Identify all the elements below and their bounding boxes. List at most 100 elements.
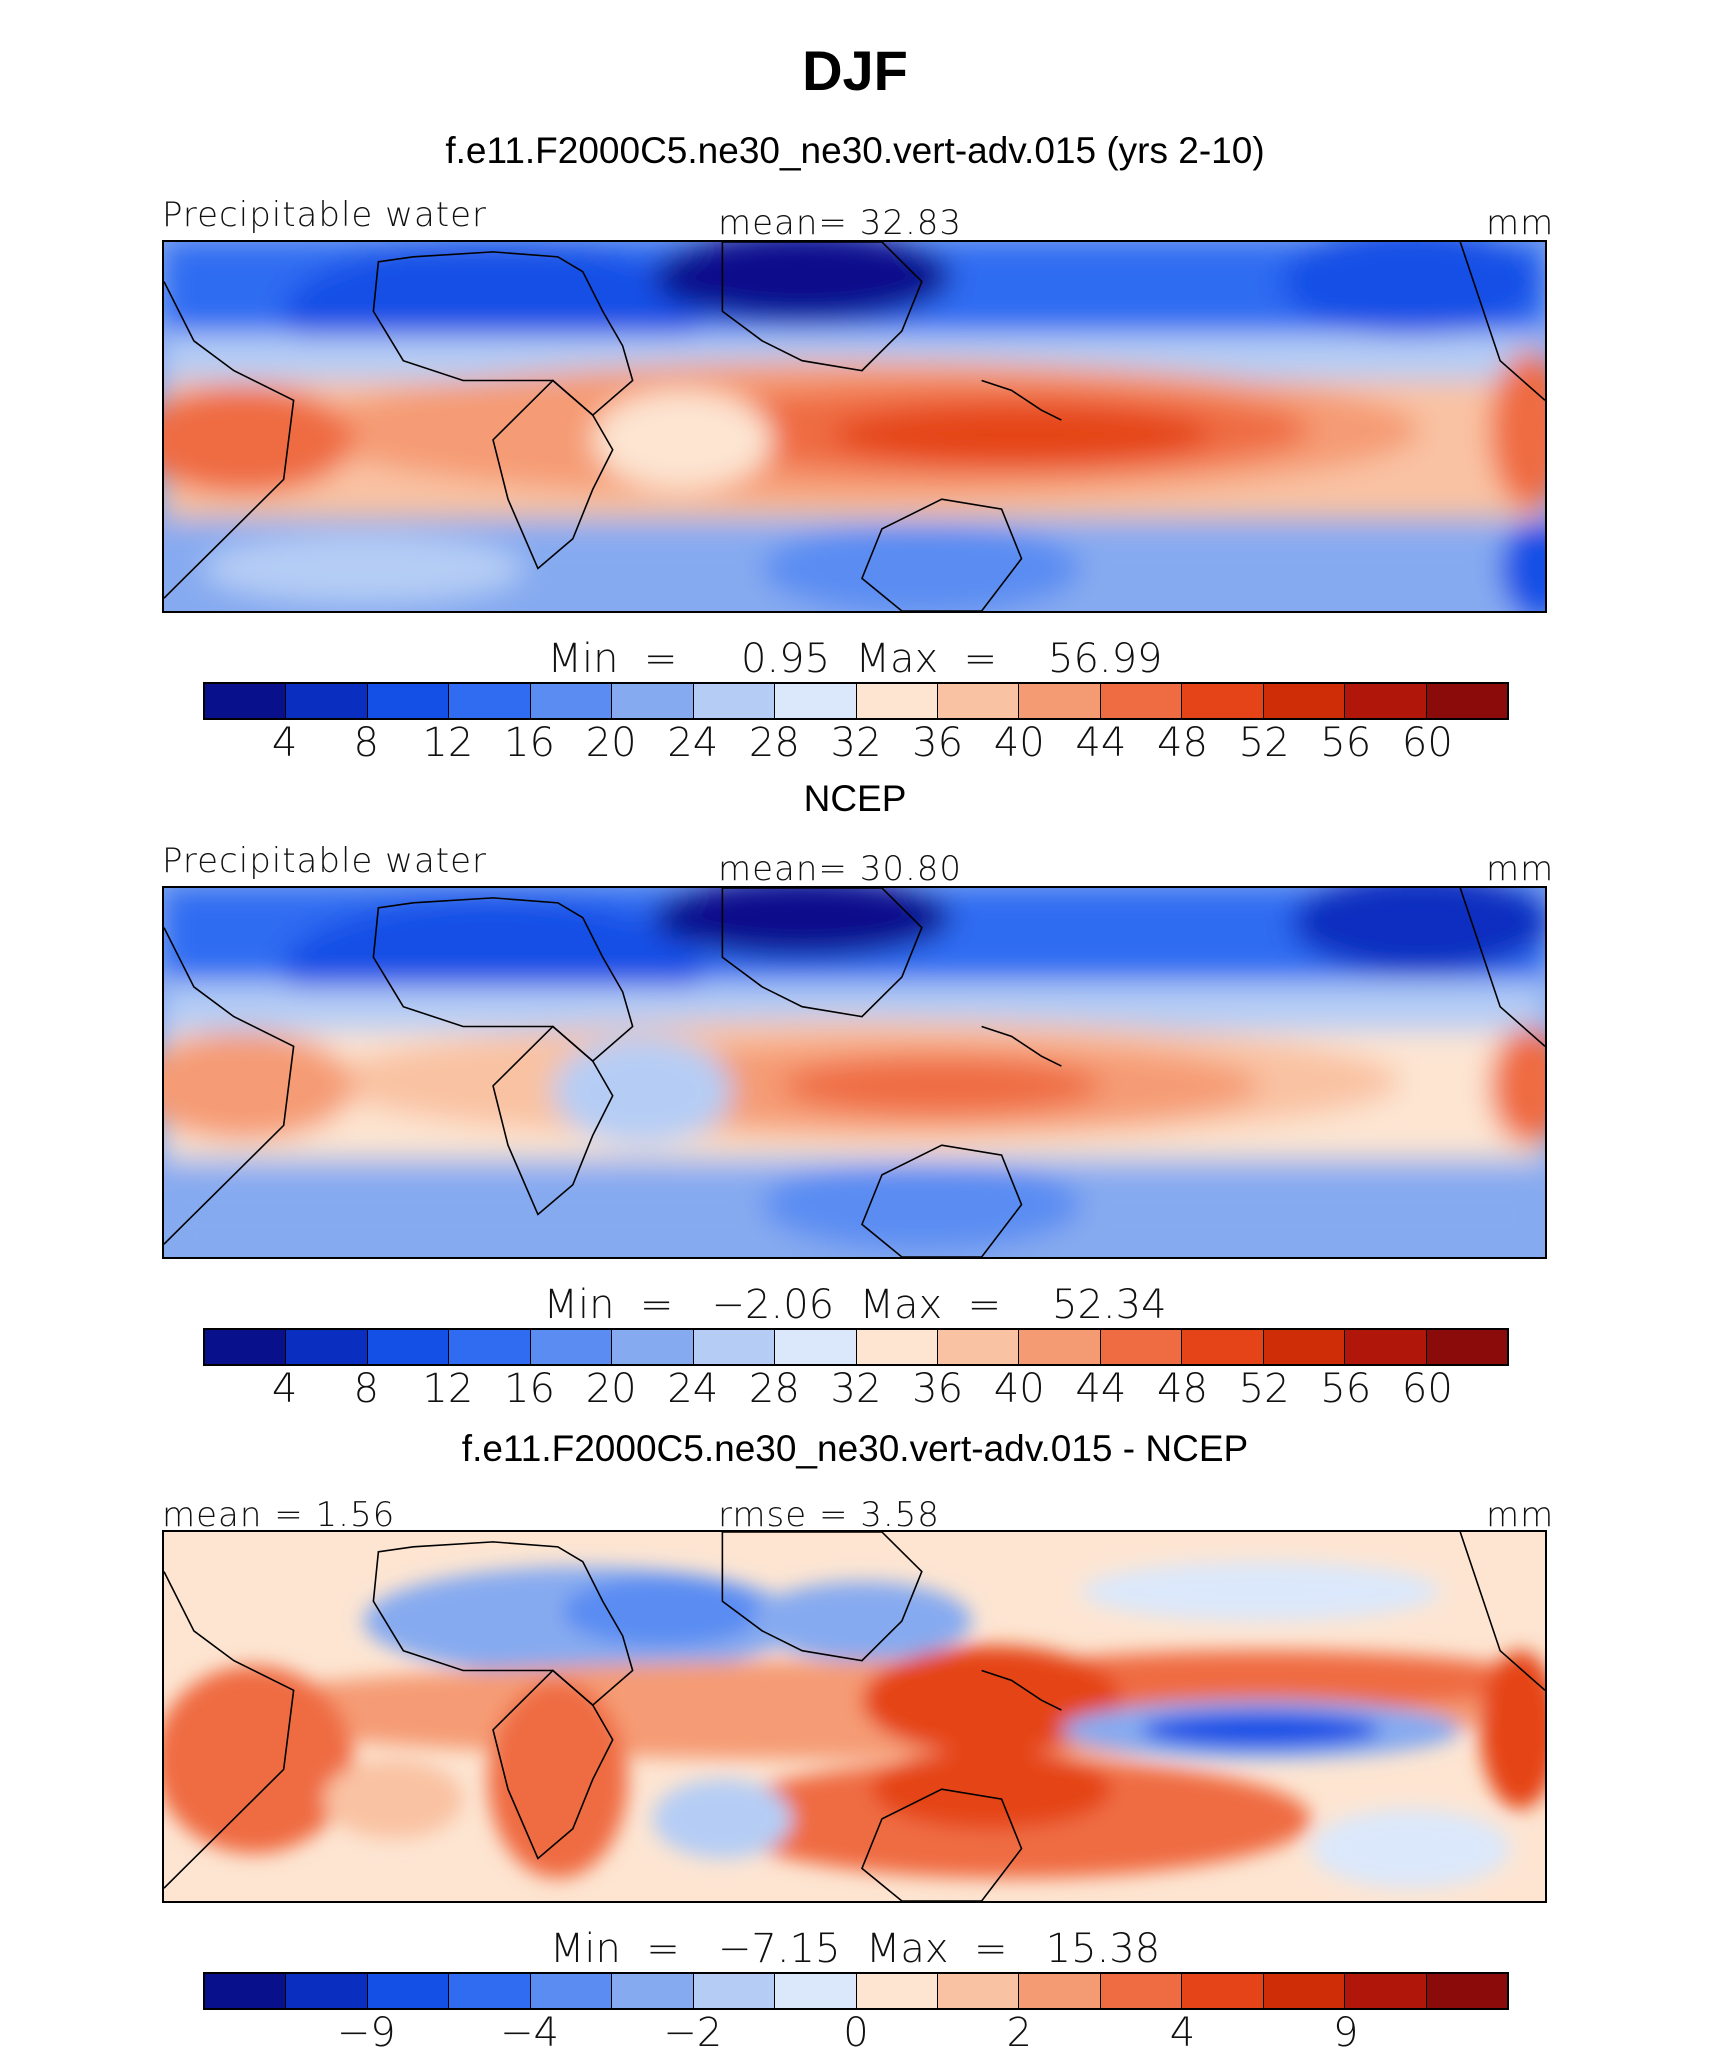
colorbar-tick-label: 28: [748, 1366, 800, 1412]
colorbar-1-segment: [856, 684, 938, 718]
colorbar-3-segment: [1345, 1974, 1427, 2008]
panel-1-minmax-label: Min = 0.95 Max = 56.99: [547, 636, 1163, 682]
colorbar-1-segment: [1426, 684, 1507, 718]
colorbar-tick-label: 48: [1157, 1366, 1208, 1412]
panel-3-title: f.e11.F2000C5.ne30_ne30.vert-adv.015 - N…: [461, 1428, 1249, 1469]
panel-3-colorbar-ticks: −9 −4 −2 0 2 4 9: [203, 2010, 1509, 2056]
colorbar-tick-label: 32: [830, 720, 882, 766]
colorbar-2-segment: [205, 1330, 287, 1364]
colorbar-3-segment: [856, 1974, 938, 2008]
panel-1-colorbar: [203, 682, 1509, 720]
colorbar-tick-label: 9: [1333, 2010, 1359, 2056]
panel-1-title: f.e11.F2000C5.ne30_ne30.vert-adv.015 (yr…: [445, 130, 1265, 171]
panel-1-units-label: mm: [1486, 203, 1555, 243]
colorbar-2-segment: [1345, 1330, 1427, 1364]
colorbar-tick-label: 44: [1075, 1366, 1127, 1412]
colorbar-2-segment: [1426, 1330, 1507, 1364]
colorbar-tick-label: 40: [993, 720, 1045, 766]
colorbar-1-segment: [367, 684, 450, 718]
figure-title: DJF: [802, 39, 908, 102]
panel-1-map: [162, 240, 1547, 613]
colorbar-tick-label: 52: [1238, 1366, 1290, 1412]
panel-1-mean-label: mean= 32.83: [718, 203, 963, 243]
panel-1-colorbar-ticks: 4 8 12 16 20 24 28 32 36 40 44 48 52 56 60: [203, 720, 1509, 766]
colorbar-tick-label: 56: [1320, 720, 1372, 766]
colorbar-2-segment: [937, 1330, 1020, 1364]
panel-2-title: NCEP: [803, 778, 907, 819]
panel-1-variable-label: Precipitable water: [162, 195, 488, 235]
colorbar-2-segment: [693, 1330, 776, 1364]
panel-2-colorbar-ticks: 4 8 12 16 20 24 28 32 36 40 44 48 52 56 60: [203, 1366, 1509, 1412]
colorbar-2-segment: [775, 1330, 857, 1364]
colorbar-tick-label: 8: [353, 720, 379, 766]
colorbar-2-segment: [367, 1330, 450, 1364]
colorbar-3-segment: [1263, 1974, 1346, 2008]
colorbar-tick-label: 20: [585, 1366, 637, 1412]
colorbar-tick-label: 4: [271, 720, 298, 766]
colorbar-1-segment: [449, 684, 531, 718]
colorbar-tick-label: 48: [1157, 720, 1208, 766]
colorbar-3-segment: [1182, 1974, 1264, 2008]
colorbar-3-segment: [1100, 1974, 1183, 2008]
colorbar-tick-label: 28: [748, 720, 800, 766]
colorbar-tick-label: −2: [663, 2010, 723, 2056]
panel-3-mean-label: mean = 1.56: [162, 1495, 396, 1535]
colorbar-1-segment: [937, 684, 1020, 718]
panel-3-units-label: mm: [1486, 1495, 1555, 1535]
colorbar-2-segment: [1263, 1330, 1346, 1364]
colorbar-tick-label: 36: [912, 720, 964, 766]
panel-1-contour-field: [164, 242, 1545, 611]
colorbar-3-segment: [530, 1974, 613, 2008]
colorbar-1-segment: [775, 684, 857, 718]
colorbar-3-segment: [286, 1974, 368, 2008]
panel-2-variable-label: Precipitable water: [162, 841, 488, 881]
colorbar-tick-label: 4: [1169, 2010, 1196, 2056]
colorbar-3-segment: [1019, 1974, 1101, 2008]
colorbar-1-segment: [1345, 684, 1427, 718]
colorbar-tick-label: 40: [993, 1366, 1045, 1412]
colorbar-3-segment: [612, 1974, 694, 2008]
colorbar-3-segment: [937, 1974, 1020, 2008]
colorbar-tick-label: 24: [667, 720, 719, 766]
colorbar-tick-label: 4: [271, 1366, 298, 1412]
colorbar-tick-label: 16: [504, 1366, 555, 1412]
colorbar-3-segment: [693, 1974, 776, 2008]
colorbar-1-segment: [286, 684, 368, 718]
colorbar-1-segment: [530, 684, 613, 718]
colorbar-3-segment: [205, 1974, 287, 2008]
panel-2-mean-label: mean= 30.80: [718, 849, 963, 889]
colorbar-2-segment: [1019, 1330, 1101, 1364]
panel-3-rmse-label: rmse = 3.58: [718, 1495, 940, 1535]
colorbar-1-segment: [612, 684, 694, 718]
panel-2-colorbar: [203, 1328, 1509, 1366]
colorbar-1-segment: [1100, 684, 1183, 718]
panel-3-colorbar: [203, 1972, 1509, 2010]
panel-2-minmax-label: Min = −2.06 Max = 52.34: [543, 1282, 1167, 1328]
colorbar-3-segment: [1426, 1974, 1507, 2008]
colorbar-2-segment: [449, 1330, 531, 1364]
panel-3-map: [162, 1530, 1547, 1903]
colorbar-tick-label: −9: [336, 2010, 396, 2056]
colorbar-tick-label: 20: [585, 720, 637, 766]
colorbar-tick-label: 12: [422, 1366, 474, 1412]
panel-2-map: [162, 886, 1547, 1259]
colorbar-2-segment: [1100, 1330, 1183, 1364]
colorbar-tick-label: 16: [504, 720, 555, 766]
colorbar-tick-label: 44: [1075, 720, 1127, 766]
colorbar-2-segment: [530, 1330, 613, 1364]
colorbar-tick-label: −4: [500, 2010, 559, 2056]
panel-2-contour-field: [164, 888, 1545, 1257]
colorbar-2-segment: [856, 1330, 938, 1364]
colorbar-1-segment: [1182, 684, 1264, 718]
panel-2-units-label: mm: [1486, 849, 1555, 889]
colorbar-1-segment: [1263, 684, 1346, 718]
colorbar-1-segment: [693, 684, 776, 718]
colorbar-3-segment: [449, 1974, 531, 2008]
colorbar-1-segment: [1019, 684, 1101, 718]
colorbar-2-segment: [612, 1330, 694, 1364]
colorbar-1-segment: [205, 684, 287, 718]
colorbar-tick-label: 2: [1006, 2010, 1032, 2056]
colorbar-tick-label: 24: [667, 1366, 719, 1412]
colorbar-tick-label: 0: [843, 2010, 869, 2056]
colorbar-tick-label: 8: [353, 1366, 379, 1412]
